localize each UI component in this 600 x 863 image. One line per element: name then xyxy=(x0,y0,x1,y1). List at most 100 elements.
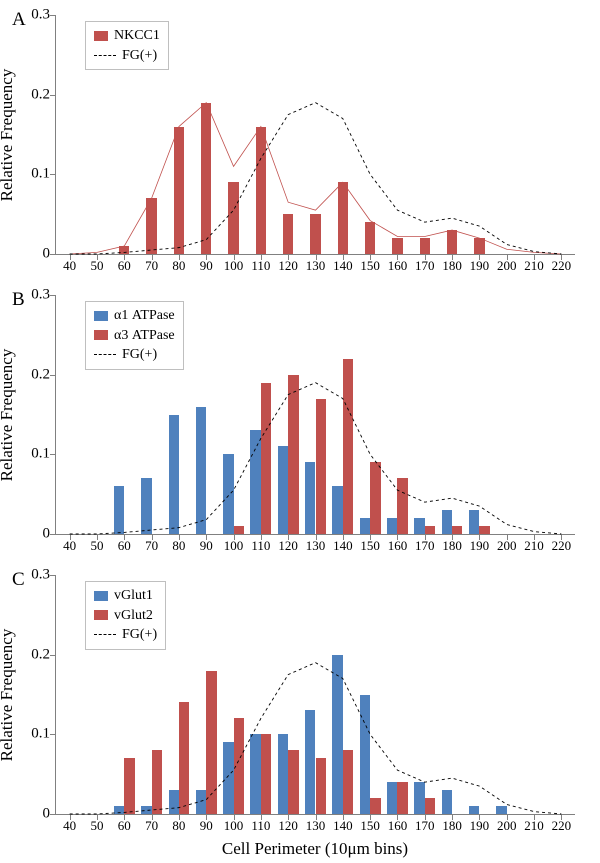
legend-label: FG(+) xyxy=(122,345,157,365)
legend-item: FG(+) xyxy=(94,46,160,66)
ytick-label: 0.3 xyxy=(31,567,56,584)
xtick-label: 130 xyxy=(306,254,326,274)
x-axis-label: Cell Perimeter (10μm bins) xyxy=(222,839,408,859)
xtick-label: 110 xyxy=(251,534,270,554)
xtick-label: 60 xyxy=(118,814,131,834)
xtick-label: 90 xyxy=(200,534,213,554)
legend-line xyxy=(94,55,116,56)
legend: α1 ATPaseα3 ATPaseFG(+) xyxy=(85,301,184,370)
ytick-label: 0.2 xyxy=(31,646,56,663)
xtick-label: 130 xyxy=(306,814,326,834)
xtick-label: 180 xyxy=(442,534,462,554)
xtick-label: 170 xyxy=(415,534,435,554)
legend-label: FG(+) xyxy=(122,46,157,66)
ytick-label: 0 xyxy=(43,246,57,263)
xtick-label: 200 xyxy=(497,814,517,834)
xtick-label: 210 xyxy=(524,254,544,274)
xtick-label: 70 xyxy=(145,534,158,554)
xtick-label: 150 xyxy=(360,254,380,274)
legend-label: vGlut1 xyxy=(114,586,153,606)
legend-swatch xyxy=(94,610,108,620)
panel-letter: B xyxy=(12,289,25,311)
xtick-label: 100 xyxy=(224,534,244,554)
panel-letter: A xyxy=(12,9,26,31)
xtick-label: 190 xyxy=(470,814,490,834)
legend-swatch xyxy=(94,31,108,41)
xtick-label: 60 xyxy=(118,254,131,274)
xtick-label: 140 xyxy=(333,814,353,834)
xtick-label: 110 xyxy=(251,254,270,274)
xtick-label: 50 xyxy=(90,534,103,554)
xtick-label: 220 xyxy=(552,534,572,554)
figure: A 0 0.1 0.2 0.3 40 50 60 70 80 90 100 110 120 130 140 15… xyxy=(0,0,600,863)
y-axis-label: Relative Frequency xyxy=(0,55,17,215)
xtick-label: 50 xyxy=(90,814,103,834)
xtick-label: 40 xyxy=(63,814,76,834)
xtick-label: 220 xyxy=(552,254,572,274)
legend: NKCC1FG(+) xyxy=(85,21,169,70)
ytick-label: 0.1 xyxy=(31,726,56,743)
legend-swatch xyxy=(94,330,108,340)
legend-line xyxy=(94,634,116,635)
legend-item: vGlut1 xyxy=(94,586,157,606)
xtick-label: 210 xyxy=(524,814,544,834)
xtick-label: 100 xyxy=(224,254,244,274)
ytick-label: 0 xyxy=(43,806,57,823)
xtick-label: 190 xyxy=(470,534,490,554)
legend: vGlut1vGlut2FG(+) xyxy=(85,581,166,650)
legend-label: FG(+) xyxy=(122,625,157,645)
xtick-label: 210 xyxy=(524,534,544,554)
ytick-label: 0.1 xyxy=(31,166,56,183)
xtick-label: 80 xyxy=(172,254,185,274)
xtick-label: 160 xyxy=(388,534,408,554)
xtick-label: 70 xyxy=(145,814,158,834)
xtick-label: 80 xyxy=(172,534,185,554)
xtick-label: 50 xyxy=(90,254,103,274)
ytick-label: 0.2 xyxy=(31,366,56,383)
xtick-label: 200 xyxy=(497,254,517,274)
xtick-label: 160 xyxy=(388,254,408,274)
legend-swatch xyxy=(94,591,108,601)
panel-A: A00.10.20.340506070809010011012013014015… xyxy=(55,15,575,255)
xtick-label: 40 xyxy=(63,534,76,554)
legend-line xyxy=(94,354,116,355)
legend-item: vGlut2 xyxy=(94,606,157,626)
legend-label: vGlut2 xyxy=(114,606,153,626)
xtick-label: 120 xyxy=(278,534,298,554)
legend-swatch xyxy=(94,311,108,321)
legend-item: FG(+) xyxy=(94,625,157,645)
xtick-label: 40 xyxy=(63,254,76,274)
xtick-label: 220 xyxy=(552,814,572,834)
xtick-label: 150 xyxy=(360,814,380,834)
ytick-label: 0 xyxy=(43,526,57,543)
xtick-label: 150 xyxy=(360,534,380,554)
xtick-label: 190 xyxy=(470,254,490,274)
xtick-label: 180 xyxy=(442,814,462,834)
legend-item: NKCC1 xyxy=(94,26,160,46)
xtick-label: 170 xyxy=(415,814,435,834)
xtick-label: 160 xyxy=(388,814,408,834)
xtick-label: 120 xyxy=(278,254,298,274)
xtick-label: 110 xyxy=(251,814,270,834)
xtick-label: 100 xyxy=(224,814,244,834)
panel-letter: C xyxy=(12,569,25,591)
ytick-label: 0.3 xyxy=(31,287,56,304)
legend-item: α3 ATPase xyxy=(94,326,175,346)
xtick-label: 130 xyxy=(306,534,326,554)
legend-item: α1 ATPase xyxy=(94,306,175,326)
legend-label: α3 ATPase xyxy=(114,326,175,346)
xtick-label: 90 xyxy=(200,254,213,274)
legend-label: NKCC1 xyxy=(114,26,160,46)
panel-B: B00.10.20.340506070809010011012013014015… xyxy=(55,295,575,535)
xtick-label: 200 xyxy=(497,534,517,554)
xtick-label: 60 xyxy=(118,534,131,554)
ytick-label: 0.2 xyxy=(31,86,56,103)
xtick-label: 80 xyxy=(172,814,185,834)
xtick-label: 70 xyxy=(145,254,158,274)
ytick-label: 0.3 xyxy=(31,7,56,24)
y-axis-label: Relative Frequency xyxy=(0,335,17,495)
panel-C: C00.10.20.340506070809010011012013014015… xyxy=(55,575,575,815)
ytick-label: 0.1 xyxy=(31,446,56,463)
xtick-label: 180 xyxy=(442,254,462,274)
xtick-label: 170 xyxy=(415,254,435,274)
